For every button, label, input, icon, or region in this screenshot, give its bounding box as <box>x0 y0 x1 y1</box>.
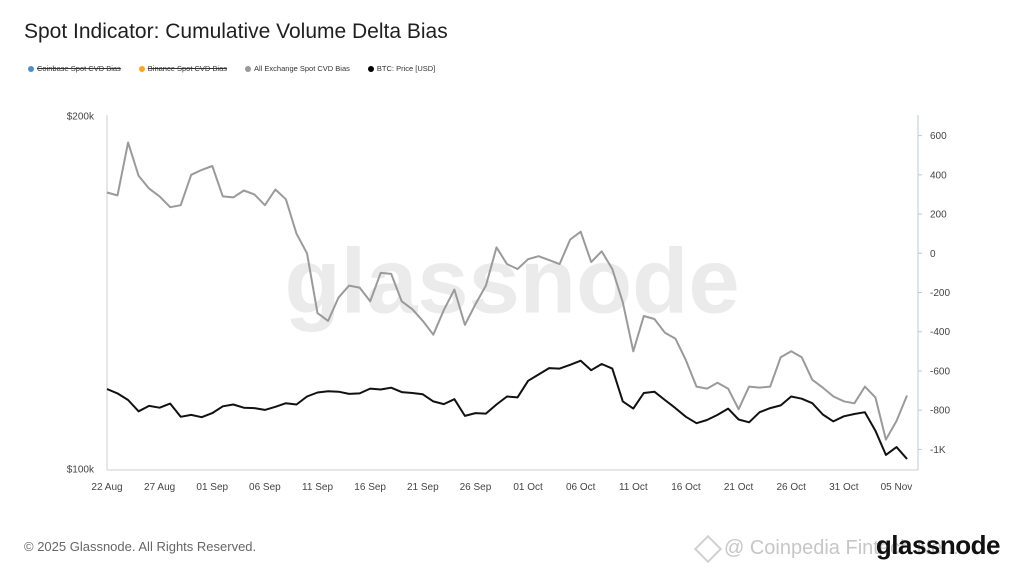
right-axis-tick-label: 600 <box>930 131 947 142</box>
right-axis-tick-label: 400 <box>930 170 947 181</box>
x-tick-label: 01 Sep <box>196 482 228 493</box>
chart-watermark: glassnode <box>284 230 739 332</box>
legend-dot-btc-price <box>367 65 374 72</box>
x-tick-label: 21 Sep <box>407 482 439 493</box>
right-axis-tick-label: 0 <box>930 249 936 260</box>
x-tick-label: 16 Oct <box>671 482 701 493</box>
legend-dot-all-exchange <box>245 65 252 72</box>
glassnode-logo[interactable]: glassnode <box>875 530 1001 560</box>
x-tick-label: 16 Sep <box>354 482 386 493</box>
x-tick-label: 27 Aug <box>144 482 175 493</box>
right-axis-tick-label: -800 <box>930 406 950 417</box>
legend-item-btc-price[interactable]: BTC: Price [USD] <box>367 64 436 73</box>
x-tick-label: 06 Oct <box>566 482 596 493</box>
x-tick-label: 11 Oct <box>619 482 648 493</box>
legend-item-coinbase[interactable]: Coinbase Spot CVD Bias <box>28 64 121 73</box>
x-tick-label: 26 Sep <box>460 482 492 493</box>
copyright-text: © 2025 Glassnode. All Rights Reserved. <box>24 539 257 554</box>
x-tick-label: 21 Oct <box>724 482 754 493</box>
x-tick-label: 26 Oct <box>776 482 806 493</box>
x-tick-label: 31 Oct <box>829 482 859 493</box>
coinpedia-watermark: @ Coinpedia Fintech Ne... <box>693 534 959 563</box>
legend-label-binance: Binance Spot CVD Bias <box>147 64 228 73</box>
right-axis-tick-label: 200 <box>930 210 947 221</box>
x-tick-label: 22 Aug <box>91 482 122 493</box>
right-axis-tick-label: -1K <box>930 445 946 456</box>
legend-item-all-exchange[interactable]: All Exchange Spot CVD Bias <box>245 64 350 73</box>
legend: Coinbase Spot CVD Bias Binance Spot CVD … <box>28 64 435 73</box>
legend-dot-coinbase <box>28 65 34 72</box>
x-tick-label: 11 Sep <box>302 482 333 493</box>
left-axis-tick-label: $200k <box>67 112 95 123</box>
coinpedia-logo-icon <box>693 534 723 563</box>
legend-dot-binance <box>138 65 145 72</box>
x-tick-label: 01 Oct <box>513 482 543 493</box>
x-tick-label: 05 Nov <box>881 482 913 493</box>
right-axis-tick-label: -200 <box>930 288 950 299</box>
legend-item-binance[interactable]: Binance Spot CVD Bias <box>138 64 228 73</box>
right-axis-tick-label: -600 <box>930 366 950 377</box>
legend-label-coinbase: Coinbase Spot CVD Bias <box>37 64 121 73</box>
series-line-all-exchange-cvd <box>106 141 908 441</box>
right-axis-tick-label: -400 <box>930 327 950 338</box>
legend-label-all-exchange: All Exchange Spot CVD Bias <box>254 64 350 73</box>
x-tick-label: 06 Sep <box>249 482 281 493</box>
coinpedia-watermark-text: @ Coinpedia Fintech Ne... <box>724 537 959 559</box>
chart-title: Spot Indicator: Cumulative Volume Delta … <box>24 20 448 43</box>
left-axis-tick-label: $100k <box>67 465 95 476</box>
series-line-btc-price <box>106 359 908 460</box>
legend-label-btc-price: BTC: Price [USD] <box>376 64 436 73</box>
